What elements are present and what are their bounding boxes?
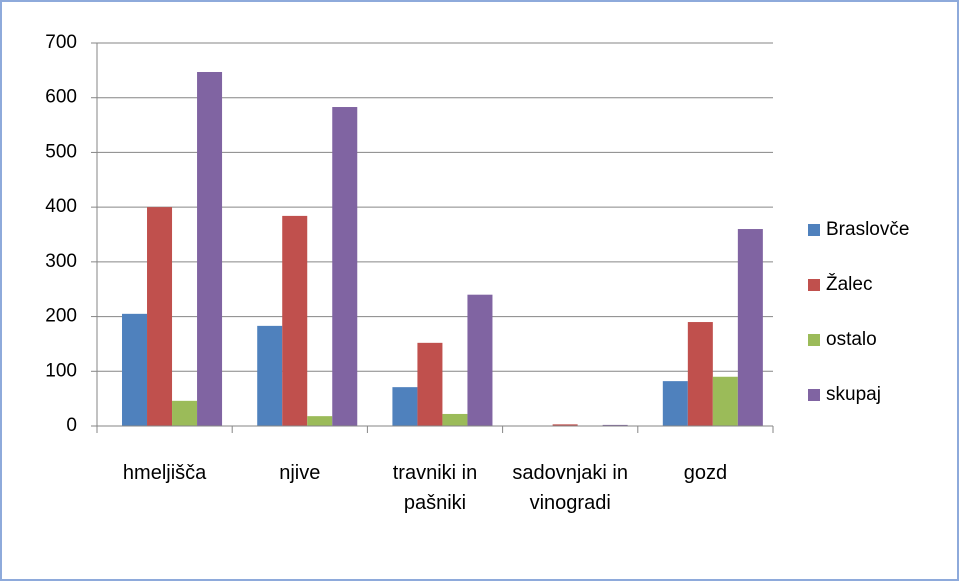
bar	[687, 322, 713, 426]
x-tick-label: hmeljišča	[122, 462, 207, 484]
legend-label: ostalo	[826, 329, 877, 350]
x-tick-label: sadovnjaki in vinogradi	[512, 462, 628, 514]
y-tick-label: 700	[45, 32, 77, 53]
x-tick-label: travniki in pašniki	[392, 462, 478, 514]
bar	[392, 387, 418, 426]
y-tick-label: 500	[45, 141, 77, 162]
bar	[467, 294, 493, 426]
bar	[257, 325, 283, 426]
bar	[442, 413, 468, 426]
y-tick-label: 200	[45, 306, 77, 327]
legend-label: Žalec	[826, 273, 872, 295]
legend-swatch	[808, 224, 820, 236]
x-tick-label: njive	[279, 462, 321, 484]
legend-label: skupaj	[826, 384, 881, 405]
bar	[332, 107, 358, 426]
x-tick-label: gozd	[683, 462, 728, 484]
bar	[307, 416, 333, 426]
y-tick-label: 400	[45, 196, 77, 217]
y-tick-label: 100	[45, 360, 77, 381]
bar	[122, 313, 148, 426]
legend-swatch	[808, 389, 820, 401]
y-tick-label: 0	[66, 415, 77, 436]
legend-label: Braslovče	[826, 219, 909, 240]
bar	[552, 424, 578, 426]
bar	[602, 424, 628, 426]
bar	[197, 71, 223, 427]
legend-swatch	[808, 334, 820, 346]
bar	[417, 342, 443, 426]
bar	[712, 376, 738, 426]
bar	[662, 381, 688, 426]
bar	[737, 229, 763, 426]
y-tick-label: 600	[45, 87, 77, 108]
bar	[282, 215, 308, 426]
y-tick-label: 300	[45, 251, 77, 272]
legend-swatch	[808, 279, 820, 291]
bar	[147, 207, 173, 426]
bar	[172, 400, 198, 426]
